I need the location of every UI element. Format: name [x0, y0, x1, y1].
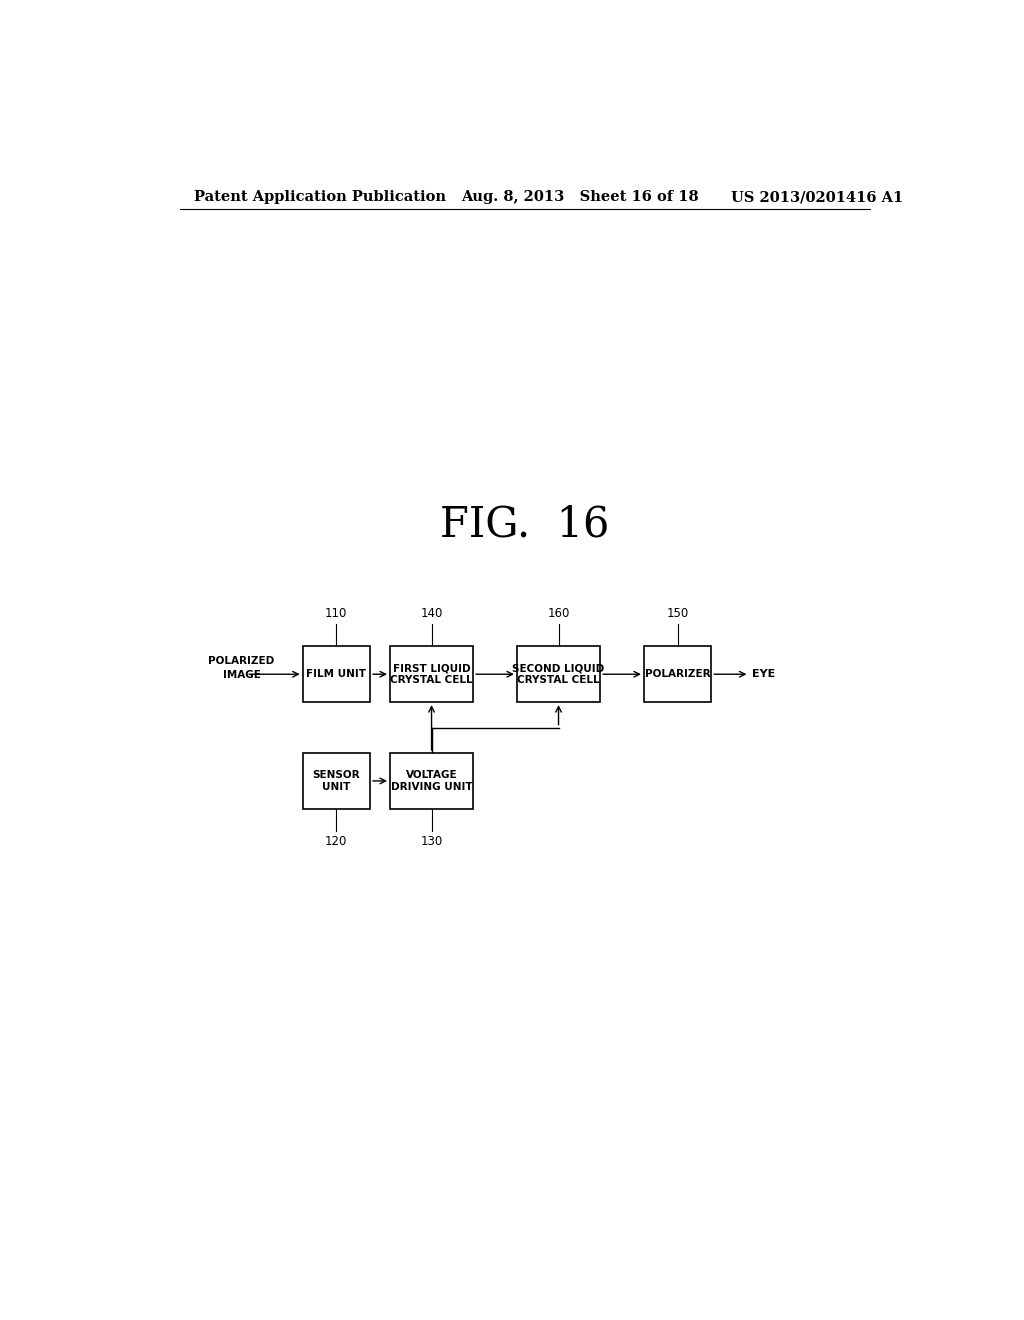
- Text: FILM UNIT: FILM UNIT: [306, 669, 367, 680]
- Text: FIRST LIQUID
CRYSTAL CELL: FIRST LIQUID CRYSTAL CELL: [390, 663, 473, 685]
- Text: Patent Application Publication: Patent Application Publication: [194, 190, 445, 205]
- Text: VOLTAGE
DRIVING UNIT: VOLTAGE DRIVING UNIT: [391, 770, 472, 792]
- Text: POLARIZER: POLARIZER: [645, 669, 711, 680]
- Bar: [303, 752, 370, 809]
- Text: EYE: EYE: [752, 669, 775, 680]
- Bar: [390, 752, 473, 809]
- Text: IMAGE: IMAGE: [222, 671, 260, 680]
- Text: 150: 150: [667, 607, 689, 620]
- Text: 110: 110: [326, 607, 347, 620]
- Text: SENSOR
UNIT: SENSOR UNIT: [312, 770, 360, 792]
- Text: 120: 120: [326, 836, 347, 849]
- Text: SECOND LIQUID
CRYSTAL CELL: SECOND LIQUID CRYSTAL CELL: [512, 663, 604, 685]
- Text: 140: 140: [421, 607, 442, 620]
- Bar: [644, 647, 712, 702]
- Bar: [517, 647, 600, 702]
- Text: 160: 160: [548, 607, 569, 620]
- Text: US 2013/0201416 A1: US 2013/0201416 A1: [731, 190, 903, 205]
- Text: 130: 130: [421, 836, 442, 849]
- Text: FIG.  16: FIG. 16: [440, 503, 609, 545]
- Bar: [303, 647, 370, 702]
- Text: Aug. 8, 2013   Sheet 16 of 18: Aug. 8, 2013 Sheet 16 of 18: [461, 190, 699, 205]
- Bar: [390, 647, 473, 702]
- Text: POLARIZED: POLARIZED: [208, 656, 274, 667]
